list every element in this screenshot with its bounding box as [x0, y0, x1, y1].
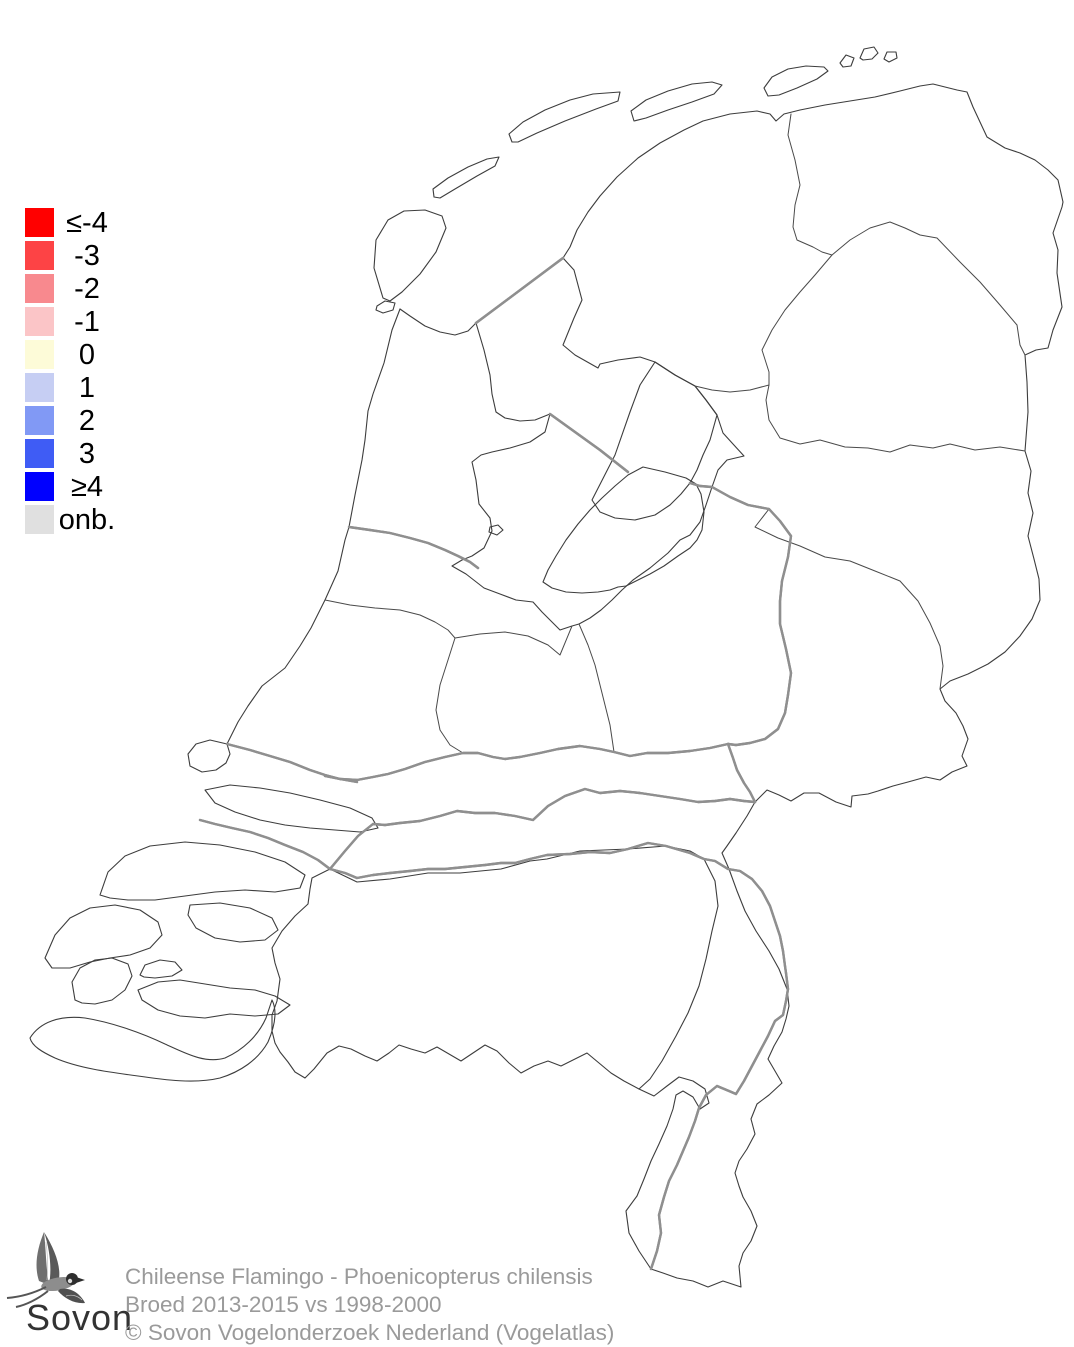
- delta-islands: [29, 841, 306, 1082]
- river-maas: [328, 841, 790, 1271]
- border-friesland-drenthe: [761, 254, 833, 386]
- border-drenthe-overijssel: [765, 384, 1026, 453]
- sovon-logo-text: Sovon: [26, 1297, 134, 1338]
- legend-label: 2: [78, 404, 96, 437]
- legend-item: -3: [25, 239, 120, 272]
- legend-swatch: [25, 373, 54, 402]
- legend-swatch: [25, 241, 54, 270]
- island-tholen: [187, 902, 279, 943]
- legend-item: onb.: [25, 503, 120, 536]
- island-goeree: [99, 841, 306, 901]
- legend-item: -1: [25, 305, 120, 338]
- border-noordholland-zuidholland: [324, 599, 456, 639]
- legend-label: -2: [74, 272, 100, 305]
- island-ameland: [630, 81, 723, 122]
- legend-swatch: [25, 406, 54, 435]
- flevoland: [542, 466, 705, 594]
- legend-swatch: [25, 505, 54, 534]
- legend-label: ≤-4: [66, 206, 108, 239]
- caption-copyright: © Sovon Vogelonderzoek Nederland (Vogela…: [125, 1320, 615, 1345]
- legend-swatch: [25, 340, 54, 369]
- island-noorderhaaks: [375, 300, 396, 314]
- legend: ≤-4 -3 -2 -1 0 1 2 3 ≥4 onb.: [25, 206, 120, 536]
- legend-label: 3: [78, 437, 96, 470]
- legend-label: onb.: [58, 503, 116, 536]
- border-utrecht-north: [454, 625, 573, 656]
- island-schiermonnikoog: [763, 65, 829, 97]
- island-zuid-beveland: [137, 979, 291, 1019]
- legend-item: ≥4: [25, 470, 120, 503]
- legend-item: 1: [25, 371, 120, 404]
- island-noord-beveland: [139, 959, 183, 979]
- wadden-islands: [373, 46, 898, 536]
- den-helder-wadden-bank: [399, 308, 477, 336]
- province-borders: [324, 113, 1026, 754]
- border-groningen-drenthe: [831, 221, 1026, 356]
- island-vlieland: [432, 156, 500, 199]
- ijsselmeer-coast: [451, 257, 745, 631]
- caption-species: Chileense Flamingo - Phoenicopterus chil…: [125, 1264, 593, 1289]
- map-caption: Chileense Flamingo - Phoenicopterus chil…: [125, 1263, 614, 1347]
- north-east-south-border: [271, 83, 1064, 1288]
- sovon-logo: [6, 1232, 85, 1308]
- border-utrecht-west: [435, 637, 464, 754]
- legend-item: 2: [25, 404, 120, 437]
- legend-swatch: [25, 307, 54, 336]
- mainland-outline: [187, 83, 1064, 1288]
- island-terschelling: [508, 91, 621, 143]
- legend-item: -2: [25, 272, 120, 305]
- border-friesland-groningen: [787, 113, 833, 256]
- legend-label: -3: [74, 239, 100, 272]
- maasvlakte: [187, 739, 231, 773]
- west-coast: [226, 308, 401, 745]
- polders: [542, 361, 718, 594]
- legend-label: -1: [74, 305, 100, 338]
- legend-label: 0: [78, 338, 96, 371]
- legend-label: ≥4: [70, 470, 104, 503]
- island-marken: [488, 524, 504, 536]
- legend-label: 1: [78, 371, 96, 404]
- island-texel: [373, 209, 447, 302]
- legend-item: 3: [25, 437, 120, 470]
- swallow-icon: [6, 1232, 85, 1308]
- border-overijssel-gelderland: [754, 508, 944, 690]
- caption-period: Broed 2013-2015 vs 1998-2000: [125, 1292, 442, 1317]
- border-utrecht-gelderland: [578, 623, 615, 753]
- island-rottum: [839, 46, 898, 68]
- legend-swatch: [25, 472, 54, 501]
- legend-swatch: [25, 208, 54, 237]
- legend-item: 0: [25, 338, 120, 371]
- zeeuws-vlaanderen: [29, 999, 276, 1082]
- legend-swatch: [25, 439, 54, 468]
- noordoostpolder: [591, 361, 718, 521]
- legend-item: ≤-4: [25, 206, 120, 239]
- island-voorne-putten: [204, 784, 379, 833]
- island-walcheren: [71, 957, 133, 1005]
- brabant-south-bank-and-limburg-border: [329, 845, 719, 1090]
- legend-swatch: [25, 274, 54, 303]
- border-friesland-overijssel: [694, 384, 770, 393]
- island-schouwen: [44, 904, 163, 969]
